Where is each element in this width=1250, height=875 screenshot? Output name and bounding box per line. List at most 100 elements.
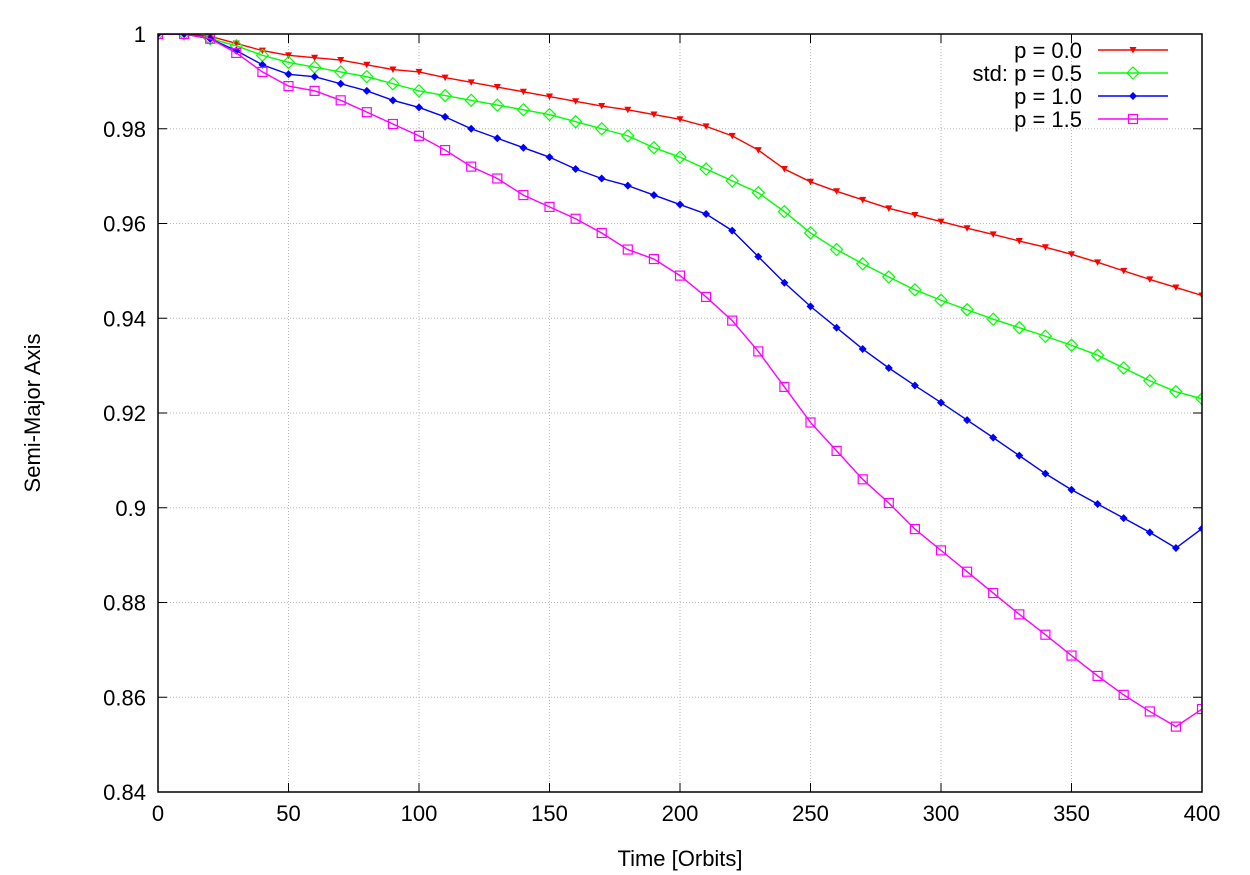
series-point xyxy=(934,293,948,308)
series-point xyxy=(805,417,816,428)
series-point xyxy=(285,52,292,59)
series-point xyxy=(1171,544,1180,553)
series-point xyxy=(546,93,553,101)
series-point xyxy=(310,72,319,81)
series-point xyxy=(335,95,346,106)
series-point xyxy=(568,114,583,129)
x-tick-label: 0 xyxy=(152,801,164,826)
series-point xyxy=(909,523,921,535)
x-tick-label: 200 xyxy=(662,801,699,826)
series-point xyxy=(1092,670,1103,682)
series-point xyxy=(283,81,294,92)
series-point xyxy=(728,132,736,140)
series-point xyxy=(415,103,423,112)
series-point xyxy=(1169,384,1183,399)
series-point xyxy=(388,96,397,105)
series-point xyxy=(961,566,973,577)
series-point xyxy=(492,173,503,184)
series-point xyxy=(700,291,712,303)
legend-entry: p = 1.5 xyxy=(1014,107,1168,132)
x-tick-label: 150 xyxy=(531,801,568,826)
series-point xyxy=(1090,348,1105,363)
legend-marker xyxy=(1127,113,1139,125)
series-point xyxy=(386,76,400,91)
series-0 xyxy=(158,34,1202,300)
series-point xyxy=(438,88,452,103)
legend-label: p = 1.0 xyxy=(1014,84,1082,109)
y-tick-label: 0.86 xyxy=(103,685,146,710)
series-point xyxy=(908,282,922,297)
y-tick-label: 1 xyxy=(134,22,146,47)
series-line xyxy=(158,34,1202,400)
y-axis-label: Semi-Major Axis xyxy=(20,334,45,493)
series-point xyxy=(1015,451,1024,460)
series-point xyxy=(881,270,896,284)
series-point xyxy=(855,256,870,271)
series-point xyxy=(362,86,371,95)
series-point xyxy=(832,323,841,332)
axis-ticks xyxy=(157,33,1203,793)
series-point xyxy=(309,85,320,96)
series-point xyxy=(728,226,737,235)
series-point xyxy=(158,34,162,38)
series-point xyxy=(1170,721,1182,732)
series-point xyxy=(647,140,661,155)
series-point xyxy=(623,181,632,190)
series-point xyxy=(441,112,450,121)
series-point xyxy=(1093,499,1102,508)
series-point xyxy=(1145,528,1154,537)
series-point xyxy=(673,150,687,165)
series-point xyxy=(777,204,792,219)
series-point xyxy=(620,129,635,143)
series-point xyxy=(467,124,476,133)
series-point xyxy=(1041,469,1050,478)
series-point xyxy=(829,242,844,257)
legend-entry: p = 0.0 xyxy=(1014,38,1168,63)
series-point xyxy=(988,587,999,599)
series-point xyxy=(622,244,633,255)
series-point xyxy=(412,84,426,98)
series-point xyxy=(910,381,919,390)
series-point xyxy=(544,201,555,213)
series-point xyxy=(702,210,711,219)
series-point xyxy=(699,162,713,176)
y-tick-label: 0.9 xyxy=(115,496,146,521)
series-point xyxy=(518,189,529,201)
series-line xyxy=(158,34,1202,728)
series-point xyxy=(831,445,842,456)
series-point xyxy=(333,65,348,79)
series-point xyxy=(1198,524,1202,533)
series-point xyxy=(594,121,609,136)
series-point xyxy=(519,143,528,152)
series-point xyxy=(467,79,475,86)
series-point xyxy=(676,200,684,209)
series-1 xyxy=(158,34,1202,406)
series-point xyxy=(885,205,893,212)
series-point xyxy=(1142,373,1157,388)
legend-label: p = 0.0 xyxy=(1014,38,1082,63)
series-point xyxy=(1014,609,1025,620)
axis-tick-labels: 0 50 100 150 200 250 300 350 400 0.84 0.86 0.88 0.9 0… xyxy=(103,22,1220,826)
series-point xyxy=(911,211,919,219)
series-point xyxy=(1116,361,1131,375)
series-point xyxy=(753,346,764,357)
series-point xyxy=(780,166,788,173)
series-point xyxy=(389,66,397,74)
y-tick-label: 0.88 xyxy=(103,591,146,616)
y-tick-label: 0.84 xyxy=(103,780,146,805)
series-point xyxy=(413,130,425,141)
legend-marker xyxy=(1129,47,1137,54)
x-axis-label: Time [Orbits] xyxy=(617,846,742,871)
series-point xyxy=(363,61,371,69)
series-point xyxy=(440,144,451,156)
series-point xyxy=(258,47,266,55)
series-point xyxy=(751,185,766,200)
series-point xyxy=(963,416,972,425)
series-point xyxy=(780,278,789,287)
series-point xyxy=(1094,259,1102,266)
series-point xyxy=(754,147,762,154)
series-point xyxy=(516,102,531,117)
series-point xyxy=(415,68,423,76)
